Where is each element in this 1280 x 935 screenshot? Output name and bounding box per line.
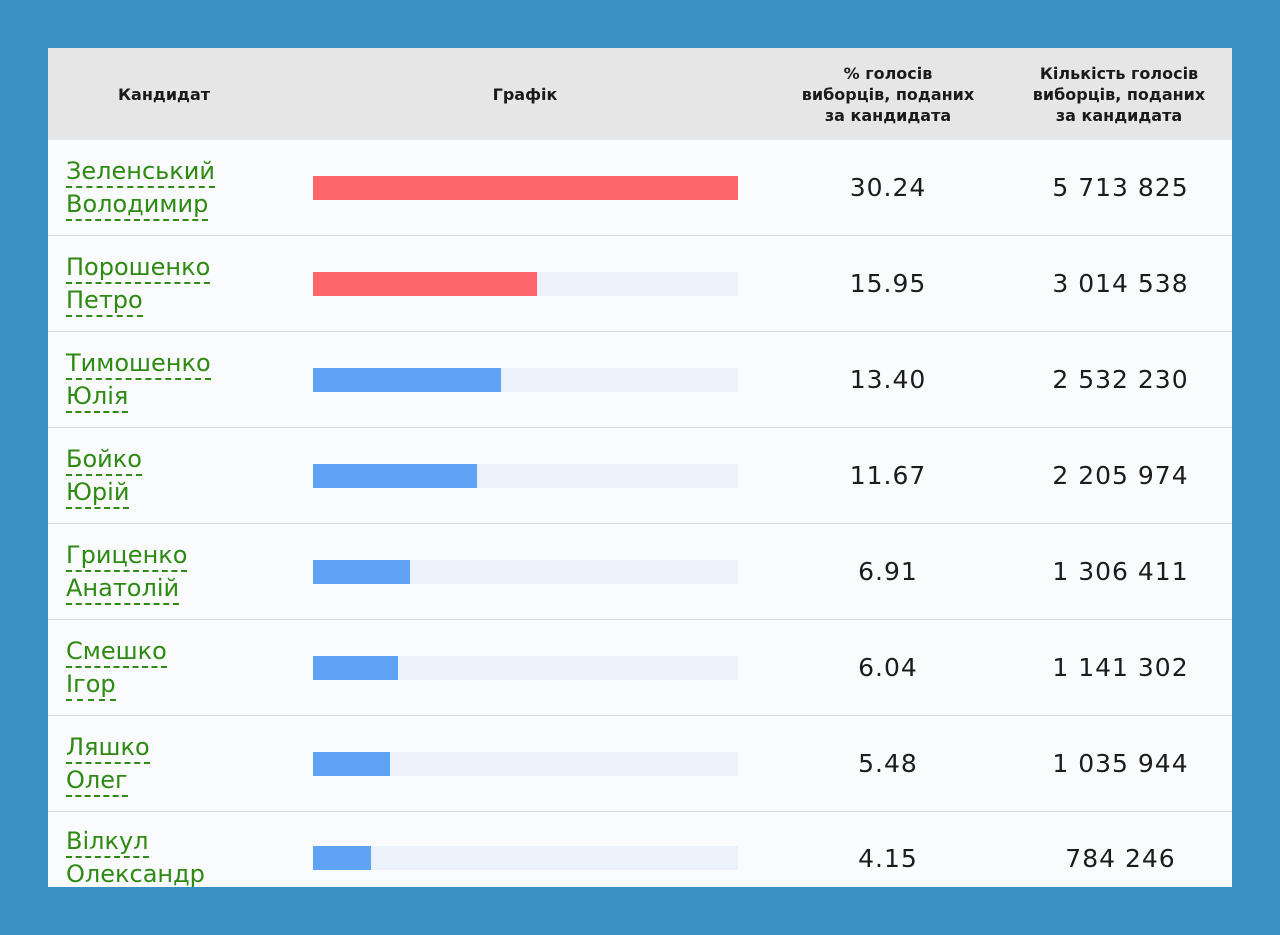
table-row: Ляшко Олег 5.48 1 035 944 <box>48 715 1232 812</box>
candidate-given-name: Юлія <box>66 381 129 413</box>
header-votes: Кількість голосів виборців, поданих за к… <box>1006 48 1232 140</box>
candidate-surname: Гриценко <box>66 540 188 572</box>
bar-fill <box>313 367 502 392</box>
candidate-given-name: Олександр <box>66 859 205 887</box>
bar-fill <box>313 751 391 776</box>
bar-fill <box>313 846 372 870</box>
candidate-link[interactable]: Бойко Юрій <box>66 444 142 509</box>
header-votes-line: виборців, поданих <box>1032 84 1206 104</box>
bar-track <box>313 175 738 200</box>
votes-value: 5 713 825 <box>1006 140 1232 236</box>
header-candidate: Кандидат <box>48 48 280 140</box>
candidate-given-name: Анатолій <box>66 573 180 605</box>
chart-cell <box>280 235 770 332</box>
candidate-given-name: Петро <box>66 285 143 317</box>
percent-value: 6.91 <box>770 523 1006 620</box>
bar-track <box>313 846 738 870</box>
votes-value: 2 205 974 <box>1006 427 1232 524</box>
chart-cell <box>280 331 770 428</box>
percent-value: 30.24 <box>770 140 1006 236</box>
candidate-cell: Смешко Ігор <box>48 619 280 716</box>
percent-value: 11.67 <box>770 427 1006 524</box>
bar-fill <box>313 463 477 488</box>
chart-cell <box>280 811 770 887</box>
candidate-cell: Тимошенко Юлія <box>48 331 280 428</box>
bar-fill <box>313 559 411 584</box>
table-row: Бойко Юрій 11.67 2 205 974 <box>48 427 1232 524</box>
bar-track <box>313 271 738 296</box>
percent-value: 6.04 <box>770 619 1006 716</box>
chart-cell <box>280 715 770 812</box>
header-chart: Графік <box>280 48 770 140</box>
votes-value: 1 306 411 <box>1006 523 1232 620</box>
bar-track <box>313 463 738 488</box>
candidate-cell: Гриценко Анатолій <box>48 523 280 620</box>
votes-value: 784 246 <box>1006 811 1232 887</box>
candidate-link[interactable]: Смешко Ігор <box>66 636 167 701</box>
bar-track <box>313 559 738 584</box>
votes-value: 2 532 230 <box>1006 331 1232 428</box>
candidate-given-name: Юрій <box>66 477 130 509</box>
candidate-link[interactable]: Порошенко Петро <box>66 252 211 317</box>
table-row: Зеленський Володимир 30.24 5 713 825 <box>48 140 1232 236</box>
header-percent-line: за кандидата <box>824 105 952 125</box>
votes-value: 1 141 302 <box>1006 619 1232 716</box>
candidate-surname: Бойко <box>66 444 142 476</box>
candidate-link[interactable]: Тимошенко Юлія <box>66 348 211 413</box>
percent-value: 13.40 <box>770 331 1006 428</box>
results-table-panel: Кандидат Графік % голосів виборців, пода… <box>48 48 1232 887</box>
candidate-link[interactable]: Зеленський Володимир <box>66 156 215 221</box>
candidate-surname: Зеленський <box>66 156 215 188</box>
percent-value: 15.95 <box>770 235 1006 332</box>
candidate-surname: Тимошенко <box>66 348 211 380</box>
candidate-link[interactable]: Вілкул Олександр <box>66 827 205 887</box>
table-row: Порошенко Петро 15.95 3 014 538 <box>48 235 1232 332</box>
results-table: Кандидат Графік % голосів виборців, пода… <box>48 48 1232 887</box>
candidate-cell: Бойко Юрій <box>48 427 280 524</box>
chart-cell <box>280 140 770 236</box>
candidate-link[interactable]: Гриценко Анатолій <box>66 540 188 605</box>
table-row: Вілкул Олександр 4.15 784 246 <box>48 811 1232 887</box>
table-row: Тимошенко Юлія 13.40 2 532 230 <box>48 331 1232 428</box>
header-percent-line: % голосів <box>843 63 933 83</box>
bar-fill <box>313 655 398 680</box>
candidate-surname: Вілкул <box>66 826 149 858</box>
bar-track <box>313 655 738 680</box>
bar-track <box>313 751 738 776</box>
candidate-link[interactable]: Ляшко Олег <box>66 732 150 797</box>
header-percent: % голосів виборців, поданих за кандидата <box>770 48 1006 140</box>
candidate-surname: Ляшко <box>66 732 150 764</box>
candidate-cell: Ляшко Олег <box>48 715 280 812</box>
table-row: Гриценко Анатолій 6.91 1 306 411 <box>48 523 1232 620</box>
candidate-cell: Вілкул Олександр <box>48 811 280 887</box>
votes-value: 3 014 538 <box>1006 235 1232 332</box>
header-percent-line: виборців, поданих <box>801 84 975 104</box>
bar-fill <box>313 175 738 200</box>
bar-track <box>313 367 738 392</box>
votes-value: 1 035 944 <box>1006 715 1232 812</box>
candidate-surname: Порошенко <box>66 252 211 284</box>
candidate-given-name: Олег <box>66 765 128 797</box>
candidate-cell: Порошенко Петро <box>48 235 280 332</box>
candidate-surname: Смешко <box>66 636 167 668</box>
header-votes-line: за кандидата <box>1055 105 1183 125</box>
table-row: Смешко Ігор 6.04 1 141 302 <box>48 619 1232 716</box>
chart-cell <box>280 523 770 620</box>
chart-cell <box>280 427 770 524</box>
header-votes-line: Кількість голосів <box>1039 63 1199 83</box>
chart-cell <box>280 619 770 716</box>
table-header-row: Кандидат Графік % голосів виборців, пода… <box>48 48 1232 140</box>
bar-fill <box>313 271 538 296</box>
candidate-given-name: Ігор <box>66 669 116 701</box>
percent-value: 4.15 <box>770 811 1006 887</box>
candidate-cell: Зеленський Володимир <box>48 140 280 236</box>
percent-value: 5.48 <box>770 715 1006 812</box>
candidate-given-name: Володимир <box>66 189 209 221</box>
